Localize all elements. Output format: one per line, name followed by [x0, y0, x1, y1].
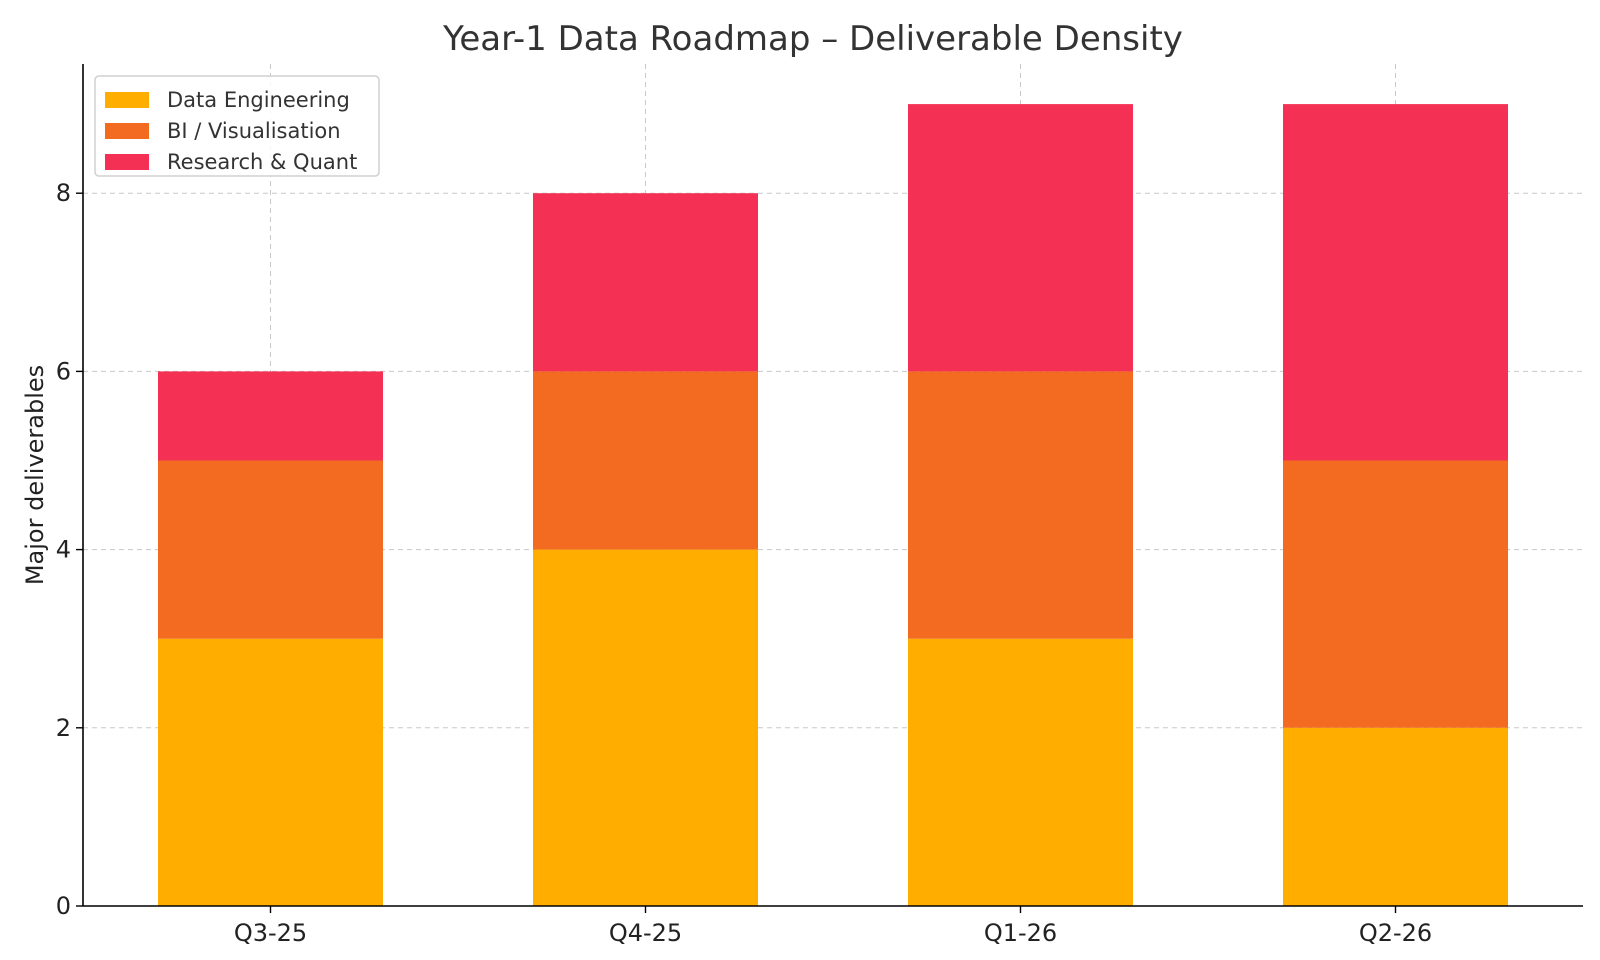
x-tick-label: Q4-25	[609, 919, 682, 947]
legend: Data Engineering BI / Visualisation Resear…	[94, 75, 380, 177]
axes	[82, 64, 1583, 907]
bars	[158, 104, 1508, 906]
bar-research-quant-q2-26	[1283, 104, 1508, 461]
bar-bi-visualisation-q3-25	[158, 460, 383, 639]
y-tick-label: 0	[56, 892, 71, 920]
bar-data-engineering-q1-26	[908, 638, 1133, 906]
legend-label-bi-visualisation: BI / Visualisation	[167, 119, 341, 143]
bar-research-quant-q1-26	[908, 104, 1133, 372]
x-tick-label: Q3-25	[234, 919, 307, 947]
legend-label-research-quant: Research & Quant	[167, 150, 357, 174]
y-tick-label: 2	[56, 714, 71, 742]
x-tick-label: Q1-26	[984, 919, 1057, 947]
legend-box	[94, 75, 380, 177]
bar-bi-visualisation-q4-25	[533, 371, 758, 550]
tick-labels: 0 2 4 6 8 Q3-25 Q4-25 Q1-26 Q2-26	[56, 179, 1432, 947]
y-tick-label: 8	[56, 179, 71, 207]
bar-bi-visualisation-q2-26	[1283, 460, 1508, 728]
y-tick-label: 4	[56, 536, 71, 564]
legend-swatch-data-engineering	[105, 92, 149, 108]
legend-swatch-bi-visualisation	[105, 123, 149, 139]
bar-data-engineering-q2-26	[1283, 727, 1508, 906]
chart-title: Year-1 Data Roadmap – Deliverable Densit…	[442, 19, 1183, 59]
bar-data-engineering-q3-25	[158, 638, 383, 906]
bar-data-engineering-q4-25	[533, 549, 758, 906]
legend-label-data-engineering: Data Engineering	[167, 88, 350, 112]
x-tick-label: Q2-26	[1359, 919, 1432, 947]
bar-research-quant-q4-25	[533, 193, 758, 372]
y-tick-label: 6	[56, 357, 71, 385]
y-axis-label: Major deliverables	[21, 365, 49, 585]
grid-lines	[83, 64, 1583, 906]
bar-bi-visualisation-q1-26	[908, 371, 1133, 639]
bar-research-quant-q3-25	[158, 371, 383, 461]
legend-swatch-research-quant	[105, 154, 149, 170]
